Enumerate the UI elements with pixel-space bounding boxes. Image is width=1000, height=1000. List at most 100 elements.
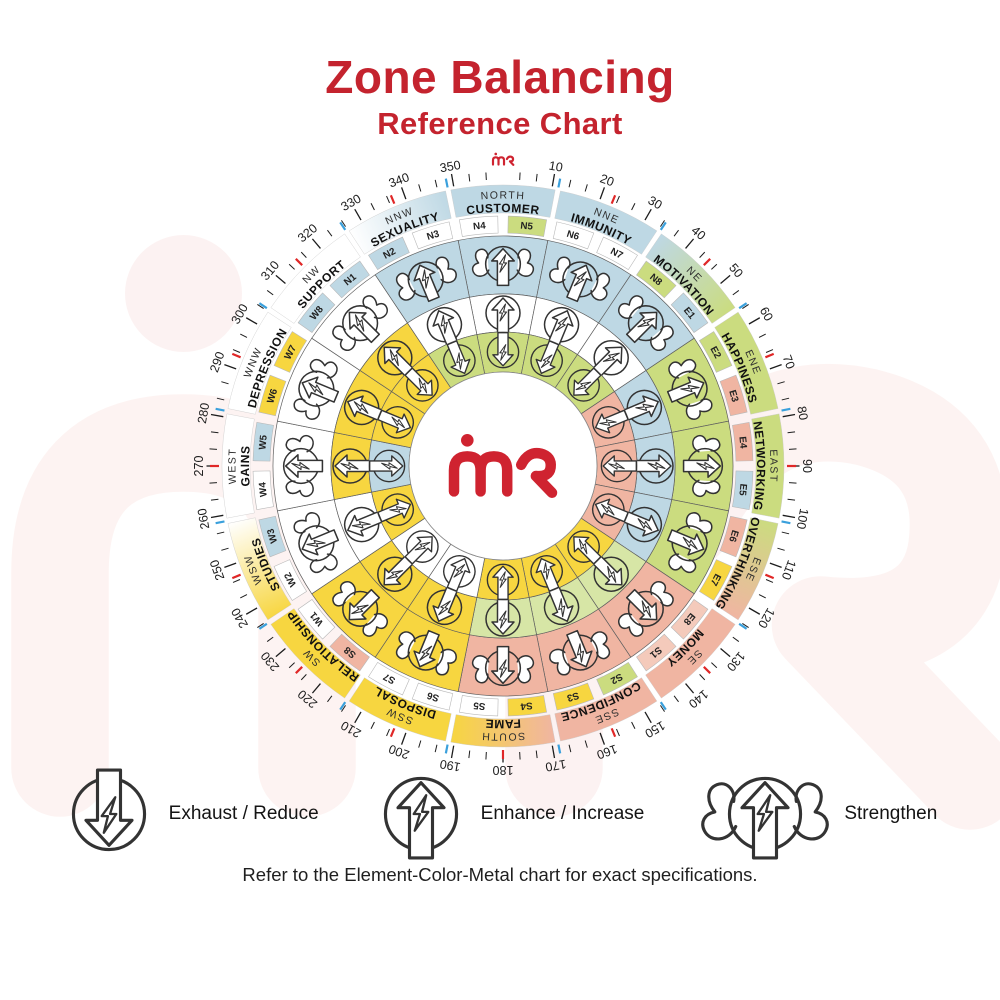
svg-text:N5: N5: [520, 220, 534, 232]
svg-text:S2: S2: [608, 670, 624, 686]
zone-code-chip: [596, 236, 638, 271]
svg-text:WEST: WEST: [226, 448, 239, 485]
svg-text:130: 130: [724, 649, 748, 674]
legend-item-strengthen: Strengthen: [700, 768, 937, 860]
svg-text:E6: E6: [726, 529, 740, 544]
svg-text:240: 240: [228, 605, 251, 630]
svg-text:30: 30: [645, 193, 664, 212]
svg-text:W5: W5: [257, 434, 269, 450]
zone-code-chip: [698, 559, 733, 601]
exhaust-icon: [63, 768, 155, 860]
svg-text:190: 190: [439, 757, 462, 774]
svg-text:E2: E2: [707, 345, 723, 361]
zone-code-chip: [368, 661, 410, 696]
svg-text:150: 150: [642, 718, 667, 741]
svg-text:EAST: EAST: [767, 449, 780, 483]
svg-text:SOUTH: SOUTH: [481, 730, 526, 743]
legend-label: Enhance / Increase: [480, 803, 645, 824]
svg-text:90: 90: [800, 459, 814, 473]
svg-text:140: 140: [686, 687, 711, 711]
svg-text:10: 10: [548, 159, 564, 175]
svg-text:180: 180: [493, 763, 514, 777]
zone-code-chip: [252, 422, 274, 462]
svg-text:N3: N3: [426, 229, 442, 243]
svg-text:W6: W6: [265, 387, 280, 405]
svg-text:80: 80: [794, 405, 810, 421]
svg-text:S5: S5: [472, 699, 486, 711]
svg-text:E3: E3: [726, 389, 740, 404]
svg-text:110: 110: [779, 558, 799, 582]
zone-code-chip: [507, 215, 547, 237]
zone-code-chip: [596, 661, 638, 696]
svg-text:S7: S7: [381, 670, 397, 686]
svg-text:S4: S4: [520, 699, 534, 711]
zone-code-chip: [459, 695, 499, 717]
legend-label: Exhaust / Reduce: [168, 803, 319, 824]
zone-code-chip: [258, 374, 287, 417]
zone-code-chip: [552, 682, 595, 711]
zone-code-chip: [636, 633, 677, 672]
legend: Exhaust / Reduce Enhance / Increase Streng…: [0, 768, 1000, 860]
svg-text:280: 280: [195, 402, 212, 425]
svg-text:270: 270: [192, 456, 206, 477]
zone-code-chip: [411, 682, 454, 711]
svg-text:350: 350: [439, 158, 462, 175]
legend-item-exhaust: Exhaust / Reduce: [63, 768, 319, 860]
svg-text:E4: E4: [736, 436, 748, 450]
zone-code-chip: [273, 559, 308, 601]
zone-code-chip: [297, 292, 336, 333]
svg-text:N7: N7: [608, 246, 625, 262]
svg-text:200: 200: [387, 742, 411, 762]
svg-text:CUSTOMER: CUSTOMER: [465, 201, 540, 218]
zone-code-chip: [411, 221, 454, 250]
svg-text:GAINS: GAINS: [238, 445, 253, 487]
svg-text:100: 100: [794, 507, 811, 530]
zone-code-chip: [297, 599, 336, 640]
svg-text:260: 260: [195, 507, 212, 530]
svg-text:40: 40: [689, 223, 709, 243]
zone-code-chip: [329, 260, 370, 299]
svg-text:E5: E5: [736, 483, 748, 497]
zone-code-chip: [552, 221, 595, 250]
svg-text:290: 290: [207, 350, 227, 374]
zone-code-chip: [732, 470, 754, 510]
svg-text:S6: S6: [425, 689, 440, 703]
svg-text:160: 160: [595, 742, 619, 762]
svg-text:N2: N2: [381, 246, 398, 262]
svg-text:170: 170: [544, 757, 567, 774]
svg-text:310: 310: [258, 258, 282, 283]
footer-note: Refer to the Element-Color-Metal chart f…: [242, 864, 758, 885]
zone-code-chip: [329, 633, 370, 672]
page-title: Zone Balancing: [325, 51, 675, 103]
zone-code-chip: [719, 374, 748, 417]
svg-text:250: 250: [207, 558, 227, 582]
svg-text:FAME: FAME: [485, 716, 522, 731]
svg-text:W3: W3: [265, 527, 280, 545]
legend-label: Strengthen: [844, 803, 938, 824]
svg-text:W4: W4: [257, 481, 269, 497]
zone-code-chip: [273, 331, 308, 373]
degree-tick-ring: [206, 172, 800, 763]
svg-text:320: 320: [295, 221, 320, 245]
zone-code-chip: [670, 292, 709, 333]
svg-text:N6: N6: [565, 229, 581, 243]
zone-code-chip: [459, 215, 499, 237]
zone-code-chip: [670, 599, 709, 640]
zone-code-chip: [636, 260, 677, 299]
legend-item-enhance: Enhance / Increase: [375, 768, 645, 860]
svg-text:330: 330: [338, 191, 363, 214]
enhance-icon: [383, 776, 458, 860]
north-brand-mark: [491, 151, 515, 166]
svg-text:NORTH: NORTH: [480, 189, 525, 202]
